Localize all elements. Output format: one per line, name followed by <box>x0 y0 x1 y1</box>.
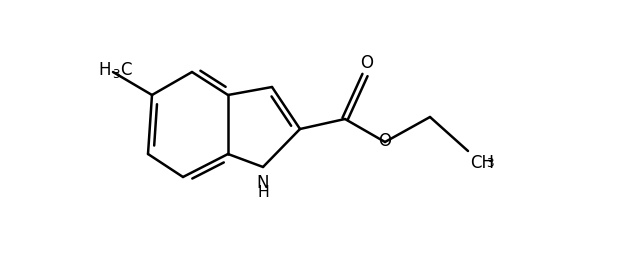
Text: 3: 3 <box>486 156 494 169</box>
Text: N: N <box>257 173 269 191</box>
Text: O: O <box>378 132 392 149</box>
Text: O: O <box>360 54 374 72</box>
Text: H: H <box>257 185 269 200</box>
Text: CH: CH <box>470 153 494 171</box>
Text: 3: 3 <box>112 67 120 80</box>
Text: H: H <box>99 61 111 79</box>
Text: C: C <box>120 61 131 79</box>
